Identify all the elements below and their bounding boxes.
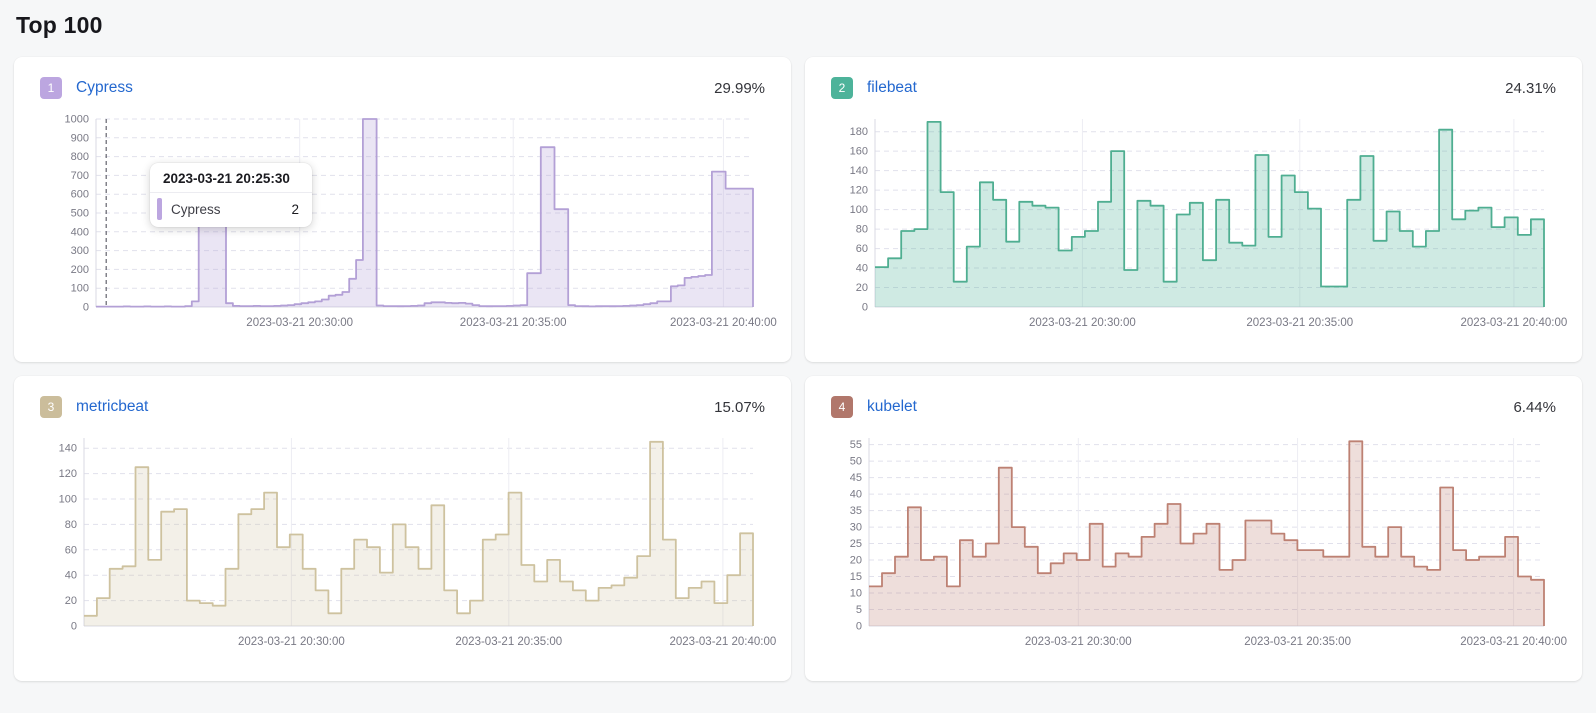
svg-text:2023-03-21 20:35:00: 2023-03-21 20:35:00	[1246, 317, 1353, 329]
svg-text:120: 120	[850, 185, 868, 197]
series-link-kubelet[interactable]: kubelet	[867, 398, 917, 415]
svg-text:40: 40	[850, 489, 862, 501]
svg-text:0: 0	[862, 302, 868, 314]
series-link-metricbeat[interactable]: metricbeat	[76, 398, 149, 415]
tooltip-series-name: Cypress	[171, 201, 221, 217]
svg-text:20: 20	[856, 282, 868, 294]
svg-text:0: 0	[856, 621, 862, 633]
svg-text:200: 200	[71, 264, 89, 276]
svg-text:2023-03-21 20:40:00: 2023-03-21 20:40:00	[670, 636, 777, 648]
card-header: 3 metricbeat 15.07%	[40, 396, 765, 418]
svg-text:2023-03-21 20:40:00: 2023-03-21 20:40:00	[670, 317, 777, 329]
chart-metricbeat[interactable]: 0 20 40 60 80 100 120 140 2023-03-21 20:30:00 202…	[38, 428, 776, 660]
svg-text:40: 40	[65, 570, 77, 582]
svg-text:0: 0	[83, 302, 89, 314]
svg-text:5: 5	[856, 604, 862, 616]
svg-text:60: 60	[65, 544, 77, 556]
card-metricbeat: 3 metricbeat 15.07% 0 20 40 60 80 100 120 140 20…	[14, 376, 791, 681]
rank-badge-2: 2	[831, 77, 853, 99]
card-header: 4 kubelet 6.44%	[831, 396, 1556, 418]
svg-text:2023-03-21 20:35:00: 2023-03-21 20:35:00	[460, 317, 567, 329]
svg-text:100: 100	[71, 283, 89, 295]
svg-text:140: 140	[59, 443, 77, 455]
svg-text:15: 15	[850, 571, 862, 583]
chart-kubelet[interactable]: 0 5 10 15 20 25 30 35 40 45 50 55 2023-03-21 20:30:0…	[829, 428, 1567, 660]
svg-text:800: 800	[71, 151, 89, 163]
svg-text:25: 25	[850, 538, 862, 550]
svg-text:900: 900	[71, 132, 89, 144]
svg-text:50: 50	[850, 456, 862, 468]
chart-tooltip: 2023-03-21 20:25:30 Cypress 2	[150, 163, 312, 227]
rank-badge-4: 4	[831, 396, 853, 418]
series-link-filebeat[interactable]: filebeat	[867, 79, 917, 96]
tooltip-row: Cypress 2	[150, 193, 312, 227]
svg-text:80: 80	[65, 519, 77, 531]
svg-text:180: 180	[850, 126, 868, 138]
svg-text:600: 600	[71, 189, 89, 201]
svg-text:2023-03-21 20:40:00: 2023-03-21 20:40:00	[1460, 636, 1567, 648]
series-link-cypress[interactable]: Cypress	[76, 79, 133, 96]
svg-text:2023-03-21 20:35:00: 2023-03-21 20:35:00	[455, 636, 562, 648]
svg-text:2023-03-21 20:30:00: 2023-03-21 20:30:00	[1025, 636, 1132, 648]
svg-text:55: 55	[850, 439, 862, 451]
svg-text:700: 700	[71, 170, 89, 182]
percent-value: 24.31%	[1505, 79, 1556, 97]
svg-text:140: 140	[850, 165, 868, 177]
chart-cypress[interactable]: 0 100 200 300 400 500 600 700 800 900 1000 2023-03-…	[38, 109, 777, 341]
svg-text:45: 45	[850, 472, 862, 484]
percent-value: 6.44%	[1513, 398, 1556, 416]
rank-badge-1: 1	[40, 77, 62, 99]
percent-value: 15.07%	[714, 398, 765, 416]
svg-text:2023-03-21 20:35:00: 2023-03-21 20:35:00	[1244, 636, 1351, 648]
percent-value: 29.99%	[714, 79, 765, 97]
svg-text:35: 35	[850, 505, 862, 517]
card-header: 1 Cypress 29.99%	[40, 77, 765, 99]
tooltip-series-value: 2	[291, 201, 299, 217]
svg-text:30: 30	[850, 522, 862, 534]
svg-text:1000: 1000	[65, 114, 89, 126]
svg-text:160: 160	[850, 146, 868, 158]
svg-text:2023-03-21 20:30:00: 2023-03-21 20:30:00	[238, 636, 345, 648]
chart-filebeat[interactable]: 0 20 40 60 80 100 120 140 160 180 2023-03-21 20:30…	[829, 109, 1567, 341]
svg-text:20: 20	[65, 595, 77, 607]
svg-text:2023-03-21 20:30:00: 2023-03-21 20:30:00	[246, 317, 353, 329]
card-filebeat: 2 filebeat 24.31% 0 20 40 60 80 100 120 140 160 1…	[805, 57, 1582, 362]
tooltip-series-color	[157, 198, 162, 220]
page-title: Top 100	[16, 12, 103, 38]
svg-text:40: 40	[856, 263, 868, 275]
svg-text:120: 120	[59, 468, 77, 480]
svg-text:100: 100	[850, 204, 868, 216]
cards-grid: 1 Cypress 29.99% 0 100 200 300 400 500 600 700 8…	[14, 57, 1582, 681]
svg-text:20: 20	[850, 555, 862, 567]
rank-badge-3: 3	[40, 396, 62, 418]
svg-text:100: 100	[59, 494, 77, 506]
svg-text:60: 60	[856, 243, 868, 255]
svg-text:80: 80	[856, 224, 868, 236]
card-kubelet: 4 kubelet 6.44% 0 5 10 15 20 25 30 35 40 45 50 55 20…	[805, 376, 1582, 681]
tooltip-date: 2023-03-21 20:25:30	[150, 163, 312, 193]
svg-text:300: 300	[71, 245, 89, 257]
svg-text:0: 0	[71, 621, 77, 633]
card-cypress: 1 Cypress 29.99% 0 100 200 300 400 500 600 700 8…	[14, 57, 791, 362]
card-header: 2 filebeat 24.31%	[831, 77, 1556, 99]
svg-text:10: 10	[850, 588, 862, 600]
svg-text:400: 400	[71, 226, 89, 238]
svg-text:2023-03-21 20:40:00: 2023-03-21 20:40:00	[1461, 317, 1568, 329]
svg-text:500: 500	[71, 208, 89, 220]
svg-text:2023-03-21 20:30:00: 2023-03-21 20:30:00	[1029, 317, 1136, 329]
